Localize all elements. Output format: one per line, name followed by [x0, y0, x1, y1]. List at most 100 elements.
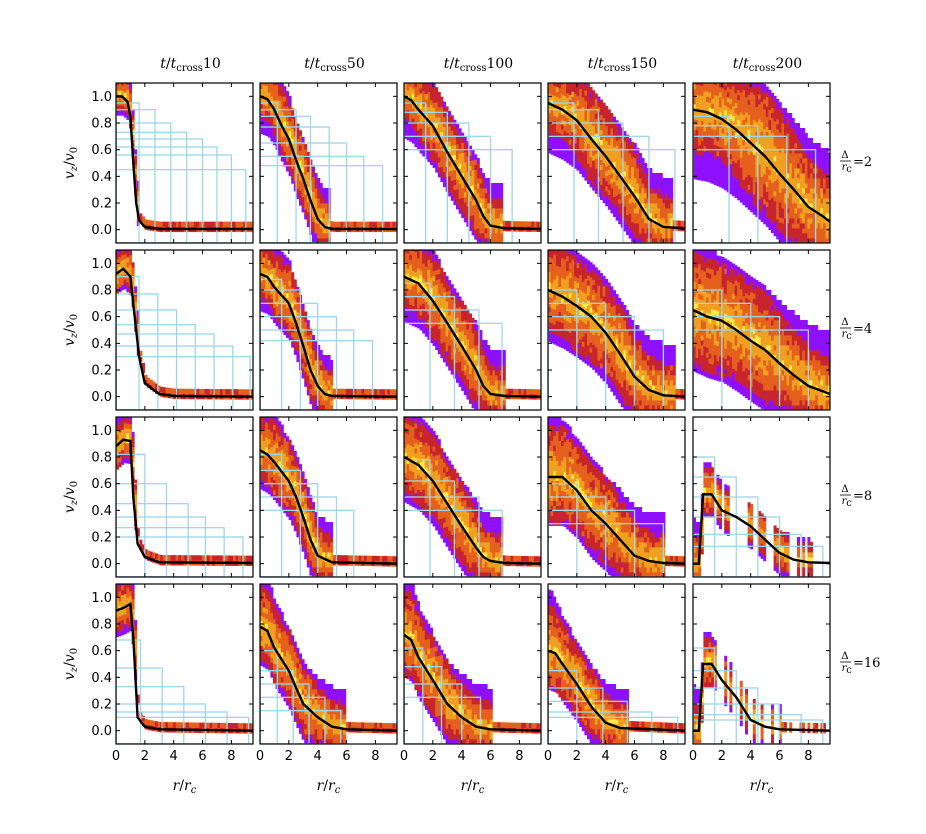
density-cell	[458, 316, 462, 322]
density-cell	[820, 183, 824, 189]
density-cell	[301, 167, 305, 173]
density-cell	[437, 328, 441, 335]
density-cell	[563, 299, 567, 305]
density-cell	[662, 183, 666, 189]
density-cell	[555, 285, 559, 291]
density-cell	[175, 221, 179, 228]
density-cell	[267, 304, 271, 311]
density-cell	[654, 178, 658, 184]
density-cell	[487, 228, 491, 234]
density-cell	[615, 135, 619, 141]
density-cell	[474, 159, 478, 165]
density-cell	[781, 138, 785, 144]
density-cell	[626, 139, 629, 146]
density-cell	[652, 173, 655, 179]
density-cell	[639, 218, 642, 224]
density-cell	[652, 228, 655, 234]
density-cell	[794, 208, 798, 214]
density-cell	[789, 198, 793, 204]
density-cell	[497, 350, 501, 356]
density-cell	[602, 192, 606, 199]
density-cell	[476, 325, 480, 331]
density-cell	[484, 213, 488, 219]
density-cell	[497, 405, 501, 410]
density-cell	[424, 321, 428, 327]
density-cell	[768, 154, 772, 161]
density-cell	[693, 159, 696, 165]
density-cell	[548, 256, 551, 263]
density-cell	[500, 218, 504, 224]
density-cell	[713, 129, 717, 136]
density-cell	[121, 279, 125, 286]
density-cell	[558, 92, 562, 99]
density-cell	[430, 337, 433, 343]
density-cell	[789, 128, 793, 134]
density-cell	[771, 107, 774, 114]
density-cell	[589, 176, 593, 183]
density-cell	[700, 165, 704, 171]
density-cell	[799, 133, 803, 139]
density-cell	[683, 220, 685, 227]
density-cell	[139, 355, 143, 362]
density-cell	[615, 125, 619, 131]
density-cell	[584, 150, 588, 156]
density-cell	[422, 308, 426, 314]
density-cell	[463, 369, 467, 376]
density-cell	[366, 221, 370, 228]
density-cell	[419, 103, 423, 109]
density-cell	[500, 223, 504, 229]
density-cell	[781, 238, 785, 243]
density-cell	[353, 221, 357, 228]
density-cell	[278, 318, 282, 325]
density-cell	[592, 110, 596, 116]
density-cell	[312, 405, 315, 410]
density-cell	[267, 309, 271, 316]
density-cell	[763, 183, 767, 190]
density-cell	[639, 178, 642, 184]
density-cell	[587, 88, 590, 95]
density-cell	[314, 173, 318, 179]
density-cell	[825, 183, 829, 189]
density-cell	[440, 272, 444, 279]
density-cell	[698, 99, 702, 106]
density-cell	[267, 132, 271, 138]
density-cell	[443, 111, 446, 117]
density-cell	[469, 170, 472, 177]
density-cell	[828, 163, 830, 169]
density-cell	[574, 123, 577, 129]
density-cell	[301, 137, 305, 143]
density-cell	[286, 302, 289, 308]
density-cell	[430, 154, 433, 161]
density-cell	[758, 184, 761, 190]
density-cell	[304, 144, 308, 150]
density-cell	[487, 375, 491, 381]
density-cell	[794, 193, 798, 199]
density-cell	[129, 269, 132, 276]
density-cell	[440, 342, 444, 349]
density-cell	[623, 141, 627, 147]
density-cell	[568, 94, 572, 100]
density-cell	[495, 380, 498, 386]
density-cell	[791, 183, 795, 189]
density-cell	[450, 140, 454, 146]
density-cell	[419, 113, 423, 119]
density-cell	[563, 319, 567, 325]
density-cell	[382, 389, 386, 395]
density-cell	[548, 108, 551, 114]
density-cell	[553, 304, 557, 310]
density-cell	[317, 238, 321, 243]
density-cell	[325, 360, 328, 366]
density-cell	[304, 311, 308, 317]
density-cell	[776, 109, 780, 115]
density-cell	[489, 400, 493, 406]
density-cell	[623, 146, 627, 152]
density-cell	[322, 193, 326, 199]
density-cell	[576, 95, 580, 101]
density-cell	[521, 388, 524, 395]
density-cell	[579, 158, 583, 164]
density-cell	[265, 308, 269, 314]
density-cell	[799, 188, 803, 194]
density-cell	[286, 106, 289, 112]
density-cell	[760, 116, 764, 122]
density-cell	[476, 330, 480, 336]
